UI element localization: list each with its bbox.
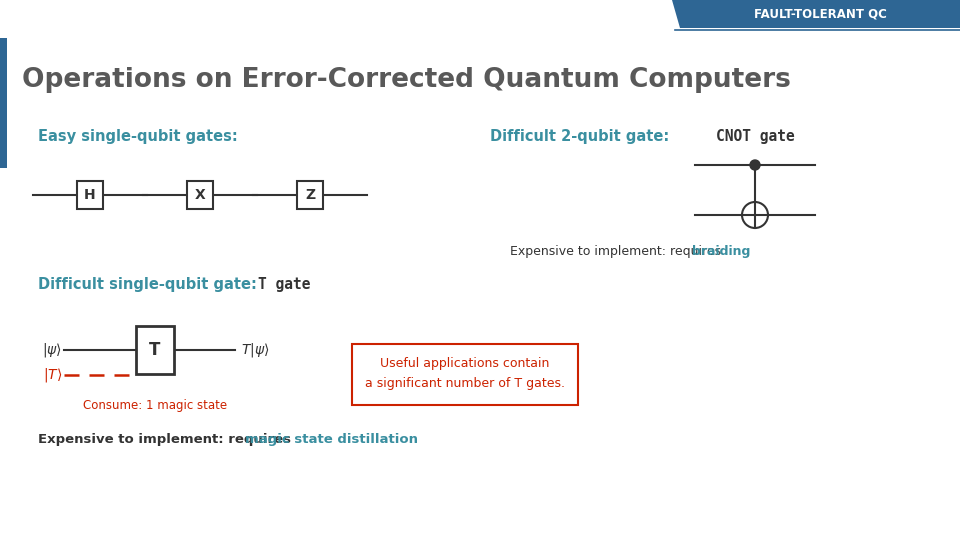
Text: Expensive to implement: requires: Expensive to implement: requires: [38, 434, 296, 447]
Text: braiding: braiding: [692, 246, 751, 259]
FancyBboxPatch shape: [77, 181, 103, 209]
FancyBboxPatch shape: [680, 0, 960, 28]
Text: Easy single-qubit gates:: Easy single-qubit gates:: [38, 129, 238, 144]
Text: magic state distillation: magic state distillation: [245, 434, 418, 447]
FancyBboxPatch shape: [297, 181, 323, 209]
Text: Operations on Error-Corrected Quantum Computers: Operations on Error-Corrected Quantum Co…: [22, 67, 791, 93]
FancyBboxPatch shape: [0, 38, 7, 168]
FancyBboxPatch shape: [187, 181, 213, 209]
Text: T gate: T gate: [258, 278, 310, 293]
Text: T: T: [150, 341, 160, 359]
Text: Useful applications contain: Useful applications contain: [380, 357, 550, 370]
Text: X: X: [195, 188, 205, 202]
FancyBboxPatch shape: [136, 326, 174, 374]
Text: Difficult single-qubit gate:: Difficult single-qubit gate:: [38, 278, 262, 293]
Text: CNOT gate: CNOT gate: [716, 129, 795, 144]
Text: H: H: [84, 188, 96, 202]
Polygon shape: [672, 0, 680, 28]
Text: a significant number of T gates.: a significant number of T gates.: [365, 377, 565, 390]
Text: $|\psi\rangle$: $|\psi\rangle$: [42, 341, 62, 359]
Text: Difficult 2-qubit gate:: Difficult 2-qubit gate:: [490, 129, 674, 144]
Text: $|T\rangle$: $|T\rangle$: [42, 366, 62, 384]
Text: Expensive to implement: requires: Expensive to implement: requires: [510, 246, 725, 259]
FancyBboxPatch shape: [352, 344, 578, 405]
Circle shape: [750, 160, 760, 170]
Text: Z: Z: [305, 188, 315, 202]
Text: Consume: 1 magic state: Consume: 1 magic state: [83, 399, 228, 411]
Circle shape: [742, 202, 768, 228]
Text: $T|\psi\rangle$: $T|\psi\rangle$: [241, 341, 270, 359]
Text: FAULT-TOLERANT QC: FAULT-TOLERANT QC: [754, 8, 886, 21]
